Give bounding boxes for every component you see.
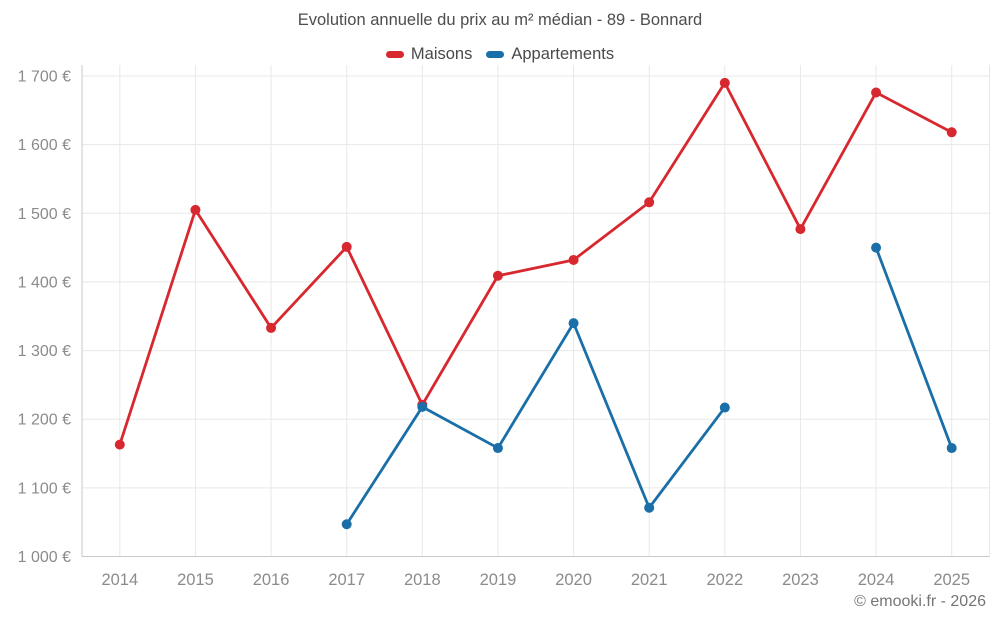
y-axis-tick-label: 1 300 € [18, 343, 71, 360]
y-axis-tick-label: 1 500 € [18, 206, 71, 223]
maisons-series-swatch [385, 51, 404, 58]
y-axis-tick-label: 1 100 € [18, 480, 71, 497]
legend-item-maisons[interactable]: Maisons [385, 45, 473, 64]
point-appartements-2020[interactable] [568, 318, 579, 329]
legend-label-appartements: Appartements [511, 45, 615, 63]
point-appartements-2018[interactable] [417, 401, 428, 412]
point-maisons-2024[interactable] [871, 87, 882, 98]
x-axis-tick-label: 2025 [933, 571, 970, 589]
y-axis-tick-label: 1 600 € [18, 137, 71, 154]
x-axis-tick-label: 2022 [706, 571, 743, 589]
point-appartements-2025[interactable] [946, 443, 957, 454]
point-appartements-2017[interactable] [341, 519, 352, 530]
appartements-series-swatch [486, 51, 505, 58]
x-axis-tick-label: 2024 [858, 571, 895, 589]
x-axis-tick-label: 2018 [404, 571, 441, 589]
point-maisons-2025[interactable] [946, 127, 957, 138]
point-maisons-2021[interactable] [644, 197, 655, 208]
x-axis-tick-label: 2019 [480, 571, 517, 589]
y-axis-tick-label: 1 400 € [18, 274, 71, 291]
point-maisons-2017[interactable] [341, 241, 352, 252]
footer-credit: © emooki.fr - 2026 [854, 593, 986, 610]
series-line-appartements [345, 321, 727, 526]
y-axis-tick-label: 1 700 € [18, 69, 71, 86]
legend-label-maisons: Maisons [410, 45, 473, 63]
point-appartements-2022[interactable] [719, 402, 730, 413]
series-line-maisons [118, 81, 954, 447]
x-axis-tick-label: 2021 [631, 571, 668, 589]
x-axis-tick-label: 2014 [101, 571, 138, 589]
point-appartements-2021[interactable] [644, 502, 655, 513]
y-axis-tick-label: 1 200 € [18, 412, 71, 429]
x-axis-tick-label: 2020 [555, 571, 592, 589]
point-maisons-2020[interactable] [568, 254, 579, 265]
point-maisons-2016[interactable] [266, 322, 277, 333]
point-maisons-2015[interactable] [190, 204, 201, 215]
point-appartements-2024[interactable] [871, 242, 882, 253]
x-axis-tick-label: 2023 [782, 571, 819, 589]
point-maisons-2014[interactable] [114, 439, 125, 450]
point-maisons-2019[interactable] [492, 270, 503, 281]
x-axis-tick-label: 2016 [253, 571, 290, 589]
legend: Maisons Appartements [0, 45, 1000, 64]
x-axis-tick-label: 2017 [328, 571, 365, 589]
x-axis-tick-label: 2015 [177, 571, 214, 589]
chart-title: Evolution annuelle du prix au m² médian … [297, 11, 703, 29]
point-appartements-2019[interactable] [492, 443, 503, 454]
series-line-appartements [874, 246, 954, 450]
legend-item-appartements[interactable]: Appartements [486, 45, 614, 64]
y-axis-tick-label: 1 000 € [18, 549, 71, 566]
point-maisons-2022[interactable] [719, 77, 730, 88]
point-maisons-2023[interactable] [795, 224, 806, 235]
